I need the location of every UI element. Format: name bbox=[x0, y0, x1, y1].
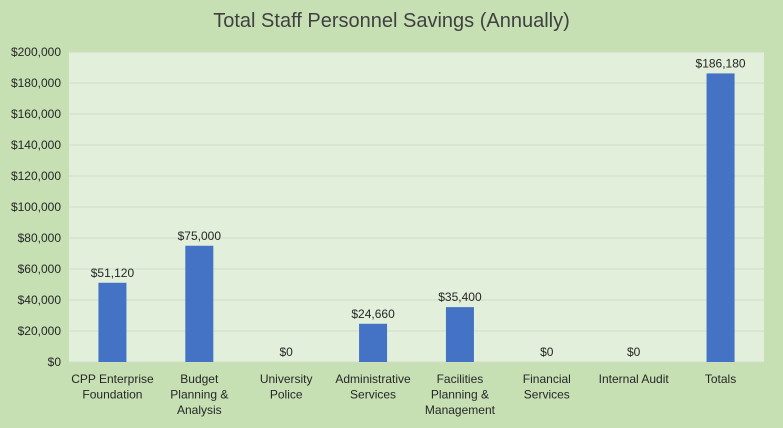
y-tick-label: $40,000 bbox=[18, 293, 62, 307]
data-label: $35,400 bbox=[438, 290, 482, 304]
data-label: $24,660 bbox=[351, 307, 395, 321]
x-tick-label: Budget Planning & Analysis bbox=[170, 372, 228, 417]
x-tick-label: Financial Services bbox=[523, 372, 571, 402]
bar bbox=[445, 307, 474, 362]
bar bbox=[706, 73, 735, 363]
y-tick-label: $100,000 bbox=[11, 200, 61, 214]
y-tick-label: $60,000 bbox=[18, 262, 62, 276]
data-label: $51,120 bbox=[91, 266, 135, 280]
y-tick-label: $200,000 bbox=[11, 45, 61, 59]
data-label: $0 bbox=[627, 345, 641, 359]
y-tick-label: $160,000 bbox=[11, 107, 61, 121]
data-label: $0 bbox=[540, 345, 554, 359]
data-label: $0 bbox=[280, 345, 294, 359]
y-tick-label: $140,000 bbox=[11, 138, 61, 152]
x-tick-label: CPP Enterprise Foundation bbox=[71, 372, 154, 402]
y-tick-label: $20,000 bbox=[18, 324, 62, 338]
x-tick-label: Administrative Services bbox=[335, 372, 411, 402]
chart-title: Total Staff Personnel Savings (Annually) bbox=[213, 10, 570, 32]
x-tick-label: Internal Audit bbox=[599, 372, 670, 386]
bar bbox=[359, 323, 388, 362]
bar bbox=[98, 282, 127, 362]
data-label: $186,180 bbox=[696, 56, 746, 70]
y-tick-label: $80,000 bbox=[18, 231, 62, 245]
y-tick-label: $0 bbox=[48, 355, 62, 369]
data-label: $75,000 bbox=[178, 229, 222, 243]
y-tick-label: $120,000 bbox=[11, 169, 61, 183]
x-tick-label: Facilities Planning & Management bbox=[425, 372, 496, 417]
bar bbox=[185, 245, 214, 362]
x-tick-label: Totals bbox=[705, 372, 736, 386]
y-tick-label: $180,000 bbox=[11, 76, 61, 90]
x-tick-label: University Police bbox=[260, 372, 313, 402]
